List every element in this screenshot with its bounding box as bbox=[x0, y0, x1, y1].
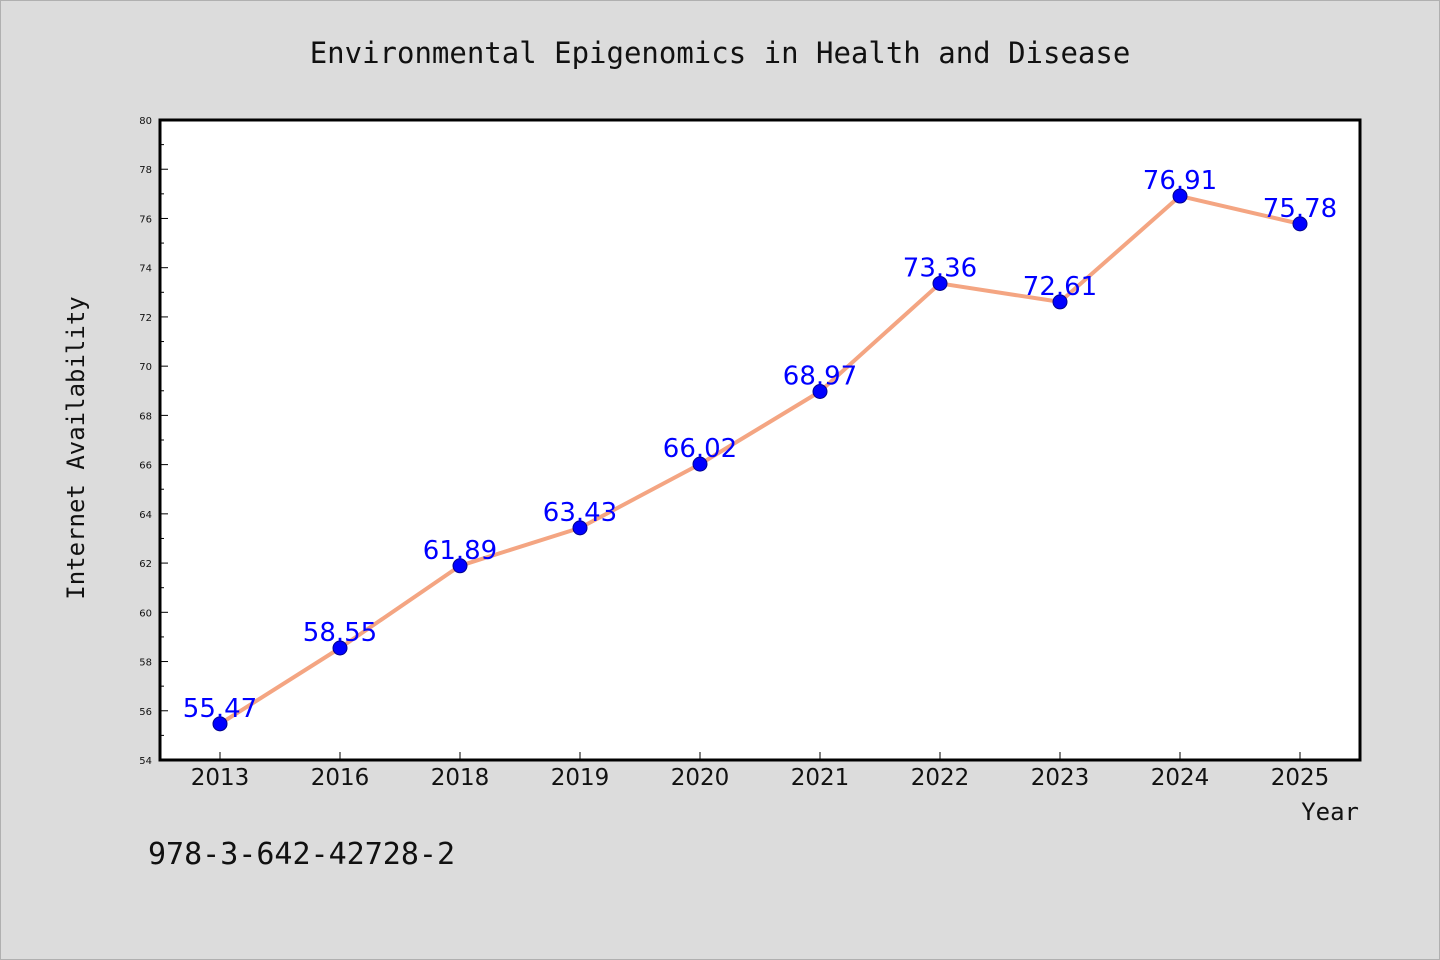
x-axis-label: Year bbox=[1301, 798, 1359, 826]
x-tick-label: 2021 bbox=[791, 765, 850, 791]
data-label: 68.97 bbox=[783, 362, 857, 392]
y-tick-label: 78 bbox=[139, 165, 152, 176]
data-point bbox=[452, 558, 468, 574]
x-tick-label: 2013 bbox=[191, 765, 250, 791]
data-label: 58.55 bbox=[303, 618, 377, 648]
chart-title: Environmental Epigenomics in Health and … bbox=[310, 36, 1131, 70]
data-label: 72.61 bbox=[1023, 272, 1097, 302]
y-tick-label: 64 bbox=[139, 510, 152, 521]
data-point bbox=[1292, 216, 1308, 232]
x-tick-label: 2024 bbox=[1151, 765, 1210, 791]
data-point bbox=[332, 640, 348, 656]
y-tick-label: 68 bbox=[139, 411, 152, 422]
y-tick-label: 58 bbox=[139, 658, 152, 669]
y-tick-label: 76 bbox=[139, 214, 152, 225]
y-tick-label: 60 bbox=[139, 608, 152, 619]
data-point bbox=[212, 716, 228, 732]
y-axis-label: Internet Availability bbox=[62, 296, 90, 599]
data-label: 61.89 bbox=[423, 536, 497, 566]
x-axis: 2013 2016 2018 2019 2020 2021 2022 2023 2024 2025 bbox=[191, 752, 1330, 791]
plot-border bbox=[158, 118, 1362, 762]
y-tick-label: 70 bbox=[139, 362, 152, 373]
y-tick-label: 80 bbox=[139, 116, 152, 127]
data-label: 75.78 bbox=[1263, 194, 1337, 224]
x-tick-label: 2025 bbox=[1271, 765, 1330, 791]
plot-area bbox=[160, 120, 1360, 760]
data-series: 55.47 58.55 61.89 63.43 66.02 68.97 73.36 72.61… bbox=[183, 166, 1337, 732]
x-tick-label: 2022 bbox=[911, 765, 970, 791]
x-tick-label: 2018 bbox=[431, 765, 490, 791]
data-point bbox=[1052, 294, 1068, 310]
x-tick-label: 2023 bbox=[1031, 765, 1090, 791]
data-point bbox=[692, 456, 708, 472]
x-tick-label: 2016 bbox=[311, 765, 370, 791]
data-point bbox=[1172, 188, 1188, 204]
data-label: 55.47 bbox=[183, 694, 257, 724]
y-tick-label: 56 bbox=[139, 707, 152, 718]
y-tick-label: 66 bbox=[139, 461, 152, 472]
data-label: 73.36 bbox=[903, 253, 977, 283]
y-tick-label: 62 bbox=[139, 559, 152, 570]
x-tick-label: 2020 bbox=[671, 765, 730, 791]
data-point bbox=[932, 275, 948, 291]
data-point bbox=[572, 520, 588, 536]
y-tick-label: 72 bbox=[139, 313, 152, 324]
data-label: 76.91 bbox=[1143, 166, 1217, 196]
y-axis: 54 56 58 60 62 64 66 68 70 72 74 76 78 80 bbox=[139, 116, 168, 767]
y-tick-label: 74 bbox=[139, 264, 152, 275]
data-label: 66.02 bbox=[663, 434, 737, 464]
x-tick-label: 2019 bbox=[551, 765, 610, 791]
series-line bbox=[218, 194, 1301, 726]
isbn-annotation: 978-3-642-42728-2 bbox=[148, 837, 455, 872]
data-point bbox=[812, 384, 828, 400]
y-tick-label: 54 bbox=[139, 756, 152, 767]
data-label: 63.43 bbox=[543, 498, 617, 528]
